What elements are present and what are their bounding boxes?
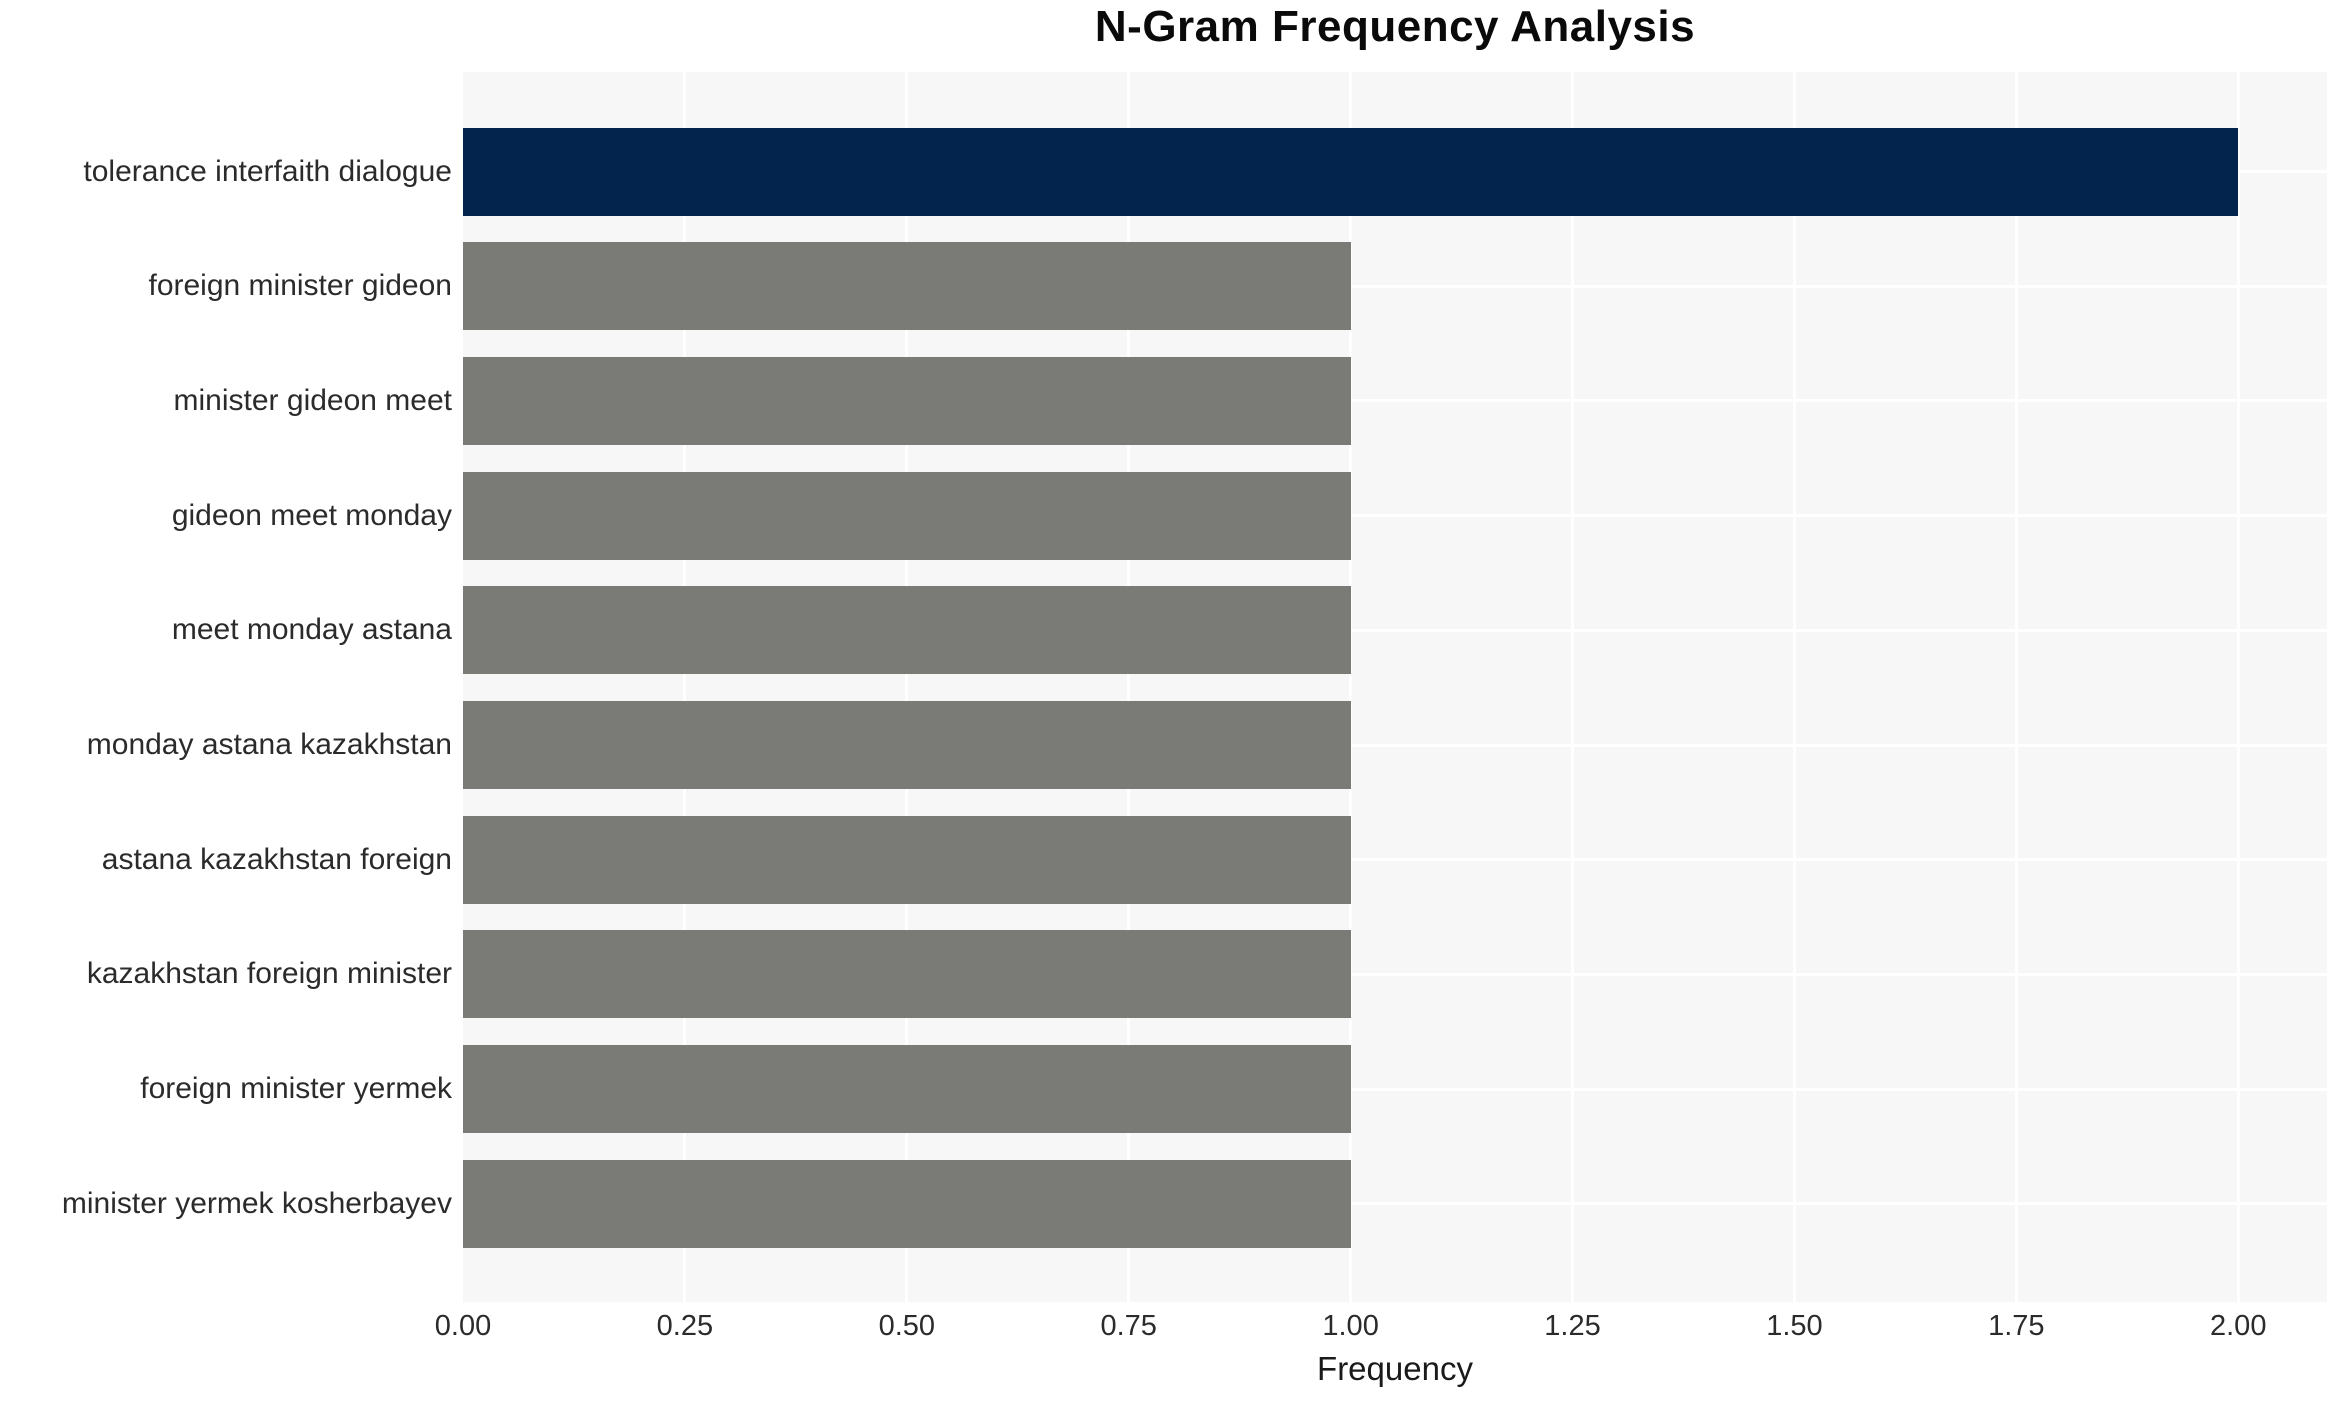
y-tick-label: minister yermek kosherbayev [61,1186,452,1220]
x-tick-label: 0.75 [1100,1310,1157,1342]
plot-area [463,72,2327,1302]
v-gridline [2236,72,2240,1302]
y-tick-label: foreign minister yermek [140,1072,452,1106]
x-tick-label: 0.00 [434,1310,492,1342]
bar-5 [463,586,1351,675]
h-gridline [463,1087,2327,1091]
v-gridline [1349,72,1353,1302]
x-tick-label: 1.25 [1544,1310,1601,1342]
v-gridline [1571,72,1575,1302]
y-tick-label: tolerance interfaith dialogue [83,154,452,188]
x-tick-label: 1.75 [1988,1310,2045,1342]
y-tick-label: minister gideon meet [173,383,452,417]
y-tick-label: astana kazakhstan foreign [101,842,452,876]
v-gridline [683,72,687,1302]
x-axis-label: Frequency [1317,1350,1473,1387]
y-tick-label: monday astana kazakhstan [86,728,452,761]
v-gridline [2014,72,2018,1302]
v-gridline [1792,72,1796,1302]
chart-title: N-Gram Frequency Analysis [1094,2,1696,51]
x-tick-label: 2.00 [2210,1310,2267,1342]
v-gridline [1127,72,1131,1302]
x-tick-label: 1.50 [1766,1310,1823,1342]
bar-1 [463,127,2239,216]
x-tick-label: 0.25 [656,1310,714,1342]
x-tick-label: 0.50 [878,1310,936,1342]
h-gridline [463,284,2327,288]
h-gridline [463,399,2327,403]
h-gridline [463,628,2327,632]
x-tick-label: 1.00 [1322,1310,1379,1342]
bar-4 [463,471,1351,560]
y-tick-label: kazakhstan foreign minister [86,957,452,991]
bar-7 [463,815,1351,904]
bar-8 [463,930,1351,1019]
bar-2 [463,242,1351,331]
bar-3 [463,356,1351,445]
bar-9 [463,1045,1351,1134]
h-gridline [463,858,2327,862]
y-tick-label: meet monday astana [171,613,452,647]
v-gridline [905,72,909,1302]
h-gridline [463,743,2327,747]
y-tick-label: foreign minister gideon [148,269,452,303]
y-tick-label: gideon meet monday [171,498,452,532]
bar-6 [463,701,1351,789]
bar-10 [463,1159,1351,1248]
h-gridline [463,1202,2327,1206]
h-gridline [463,972,2327,976]
h-gridline [463,514,2327,518]
